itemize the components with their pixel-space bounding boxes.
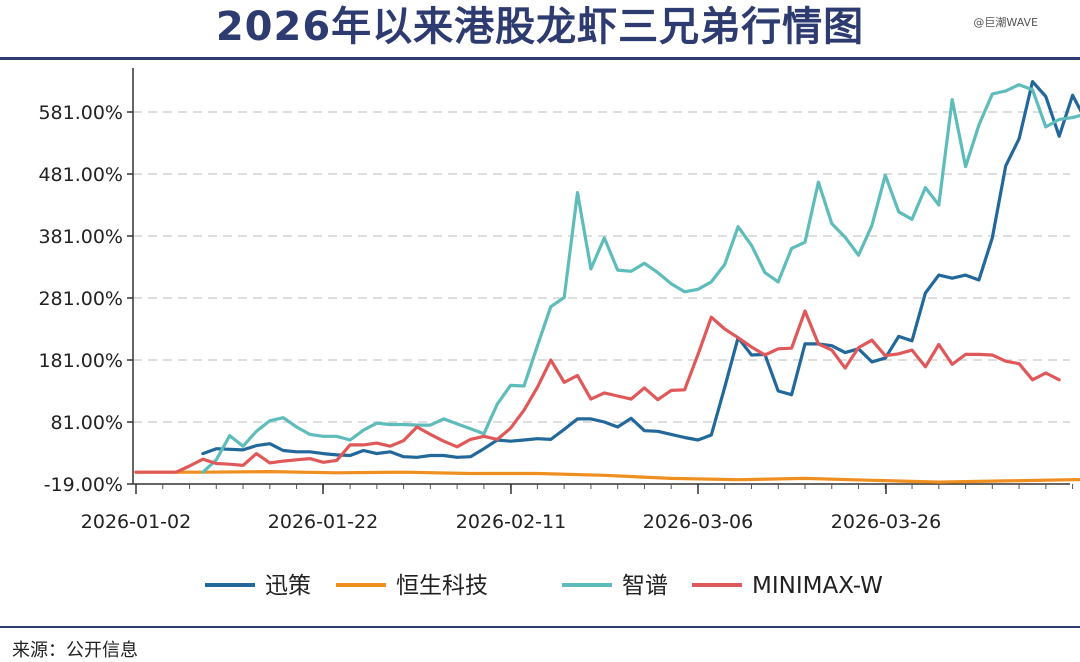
page-title: 2026年以来港股龙虾三兄弟行情图 bbox=[215, 4, 865, 50]
source-divider bbox=[0, 626, 1080, 628]
axes bbox=[132, 68, 1070, 485]
series-line bbox=[134, 309, 1061, 474]
title-divider bbox=[0, 57, 1080, 60]
y-tick-label: 81.00% bbox=[51, 412, 123, 434]
series-line bbox=[201, 80, 1080, 459]
x-tick-label: 2026-01-02 bbox=[81, 511, 191, 533]
series-line bbox=[201, 83, 1080, 474]
x-tick-label: 2026-03-26 bbox=[831, 511, 941, 533]
y-axis-ticks: -19.00% 81.00% 181.00% 281.00% 381.00% 481.00… bbox=[38, 102, 133, 496]
y-tick-label: 581.00% bbox=[38, 102, 123, 124]
x-tick-label: 2026-03-06 bbox=[643, 511, 753, 533]
legend-label: 恒生科技 bbox=[396, 573, 488, 599]
series-line bbox=[134, 470, 1080, 484]
y-tick-label: 281.00% bbox=[38, 288, 123, 310]
y-tick-label: 381.00% bbox=[38, 226, 123, 248]
legend-label: 智谱 bbox=[622, 573, 668, 599]
legend-label: 迅策 bbox=[265, 573, 311, 599]
y-tick-label: 481.00% bbox=[38, 164, 123, 186]
y-tick-label: 181.00% bbox=[38, 350, 123, 372]
legend: 迅策 恒生科技 智谱 MINIMAX-W bbox=[205, 573, 883, 599]
x-tick-label: 2026-02-11 bbox=[456, 511, 566, 533]
y-tick-label: -19.00% bbox=[44, 474, 123, 496]
x-tick-label: 2026-01-22 bbox=[268, 511, 378, 533]
watermark: @巨潮WAVE bbox=[973, 16, 1038, 29]
source-note: 来源：公开信息 bbox=[12, 640, 138, 661]
legend-label: MINIMAX-W bbox=[752, 573, 883, 599]
gridlines bbox=[133, 111, 1070, 423]
series-lines bbox=[134, 80, 1080, 484]
x-axis-ticks: 2026-01-02 2026-01-22 2026-02-11 2026-03-06… bbox=[81, 484, 1074, 533]
line-chart: -19.00% 81.00% 181.00% 281.00% 381.00% 481.00… bbox=[38, 68, 1080, 599]
